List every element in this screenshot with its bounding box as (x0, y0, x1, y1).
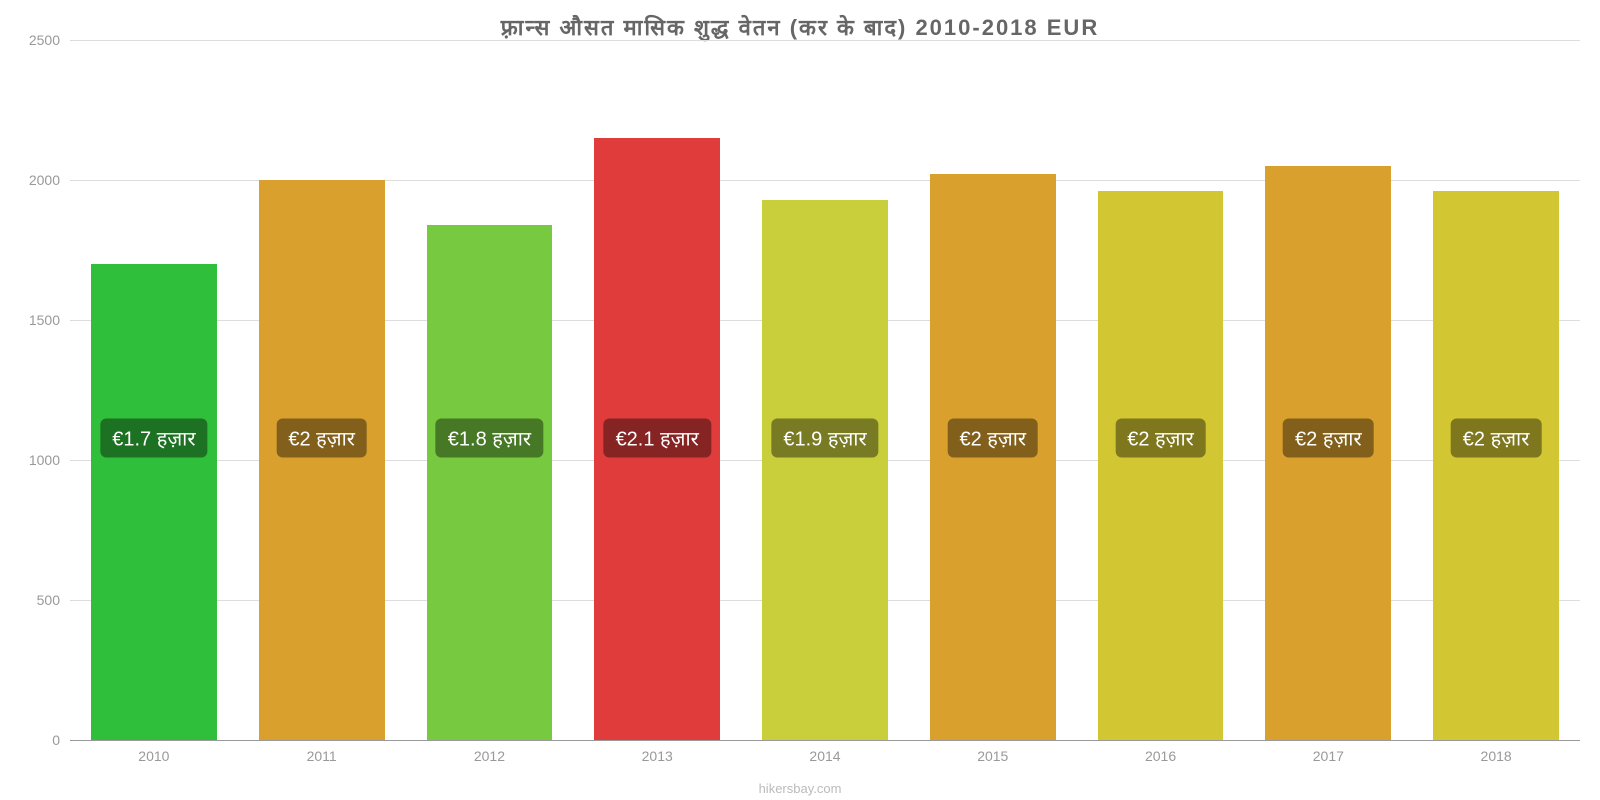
x-tick-label: 2015 (977, 748, 1008, 764)
y-tick-label: 1500 (29, 312, 60, 328)
x-tick-label: 2013 (642, 748, 673, 764)
bar (930, 174, 1056, 740)
chart-title: फ़्रान्स औसत मासिक शुद्ध वेतन (कर के बाद… (0, 12, 1600, 42)
y-tick-label: 500 (37, 592, 60, 608)
bar (1433, 191, 1559, 740)
y-tick-label: 1000 (29, 452, 60, 468)
x-tick-label: 2010 (138, 748, 169, 764)
y-tick-label: 0 (52, 732, 60, 748)
value-label: €2 हज़ार (1115, 418, 1206, 457)
value-label: €2 हज़ार (947, 418, 1038, 457)
value-label: €1.9 हज़ार (771, 418, 878, 457)
bar (1098, 191, 1224, 740)
x-tick-label: 2018 (1481, 748, 1512, 764)
bar (427, 225, 553, 740)
value-label: €2 हज़ार (1451, 418, 1542, 457)
chart-container: फ़्रान्स औसत मासिक शुद्ध वेतन (कर के बाद… (0, 0, 1600, 800)
x-tick-label: 2016 (1145, 748, 1176, 764)
value-label: €2 हज़ार (276, 418, 367, 457)
x-tick-label: 2011 (307, 748, 337, 764)
value-label: €2 हज़ार (1283, 418, 1374, 457)
value-label: €1.8 हज़ार (436, 418, 543, 457)
gridline (70, 740, 1580, 741)
bar (762, 200, 888, 740)
value-label: €2.1 हज़ार (604, 418, 711, 457)
value-label: €1.7 हज़ार (100, 418, 207, 457)
y-tick-label: 2000 (29, 172, 60, 188)
bar (259, 180, 385, 740)
y-tick-label: 2500 (29, 32, 60, 48)
bar (91, 264, 217, 740)
x-tick-label: 2012 (474, 748, 505, 764)
gridline (70, 40, 1580, 41)
plot-area (70, 40, 1580, 740)
x-tick-label: 2014 (809, 748, 840, 764)
x-tick-label: 2017 (1313, 748, 1344, 764)
footer-text: hikersbay.com (0, 781, 1600, 796)
